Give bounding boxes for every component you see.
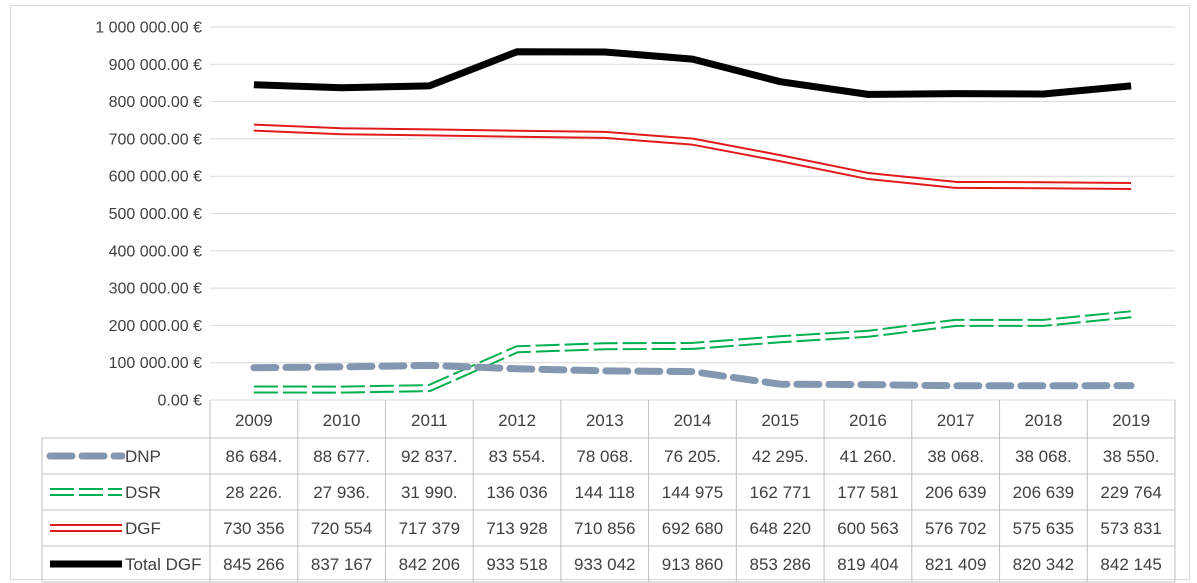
x-tick-label: 2016 [849,411,887,430]
table-cell-dsr: 206 639 [1013,483,1074,502]
y-tick-label: 100 000.00 € [109,355,203,372]
table-cell-total-dgf: 819 404 [837,555,898,574]
table-cell-dgf: 717 379 [399,519,460,538]
table-cell-dsr: 177 581 [837,483,898,502]
table-cell-dnp: 76 205. [664,447,721,466]
x-tick-label: 2015 [761,411,799,430]
x-tick-label: 2012 [498,411,536,430]
table-cell-dnp: 78 068. [576,447,633,466]
table-cell-dnp: 92 837. [401,447,458,466]
table-cell-dsr: 28 226. [225,483,282,502]
table-cell-dnp: 88 677. [313,447,370,466]
table-cell-total-dgf: 842 206 [399,555,460,574]
y-tick-label: 500 000.00 € [109,206,203,223]
x-tick-label: 2011 [411,411,448,430]
y-tick-label: 400 000.00 € [109,243,203,260]
legend-label-dsr: DSR [125,483,161,502]
table-cell-dsr: 136 036 [486,483,547,502]
table-cell-dgf: 648 220 [750,519,811,538]
table-cell-dgf: 575 635 [1013,519,1074,538]
table-cell-dgf: 692 680 [662,519,723,538]
table-cell-dgf: 710 856 [574,519,635,538]
table-cell-dsr: 229 764 [1100,483,1161,502]
table-cell-total-dgf: 913 860 [662,555,723,574]
chart-frame [10,5,1190,580]
y-tick-label: 700 000.00 € [109,131,203,148]
y-tick-label: 200 000.00 € [109,318,203,335]
legend-label-total-dgf: Total DGF [125,555,202,574]
series-line-dsr-inner [253,312,1132,392]
x-tick-label: 2018 [1024,411,1062,430]
table-cell-dnp: 38 550. [1103,447,1160,466]
table-cell-total-dgf: 842 145 [1100,555,1161,574]
table-cell-total-dgf: 837 167 [311,555,372,574]
y-tick-label: 800 000.00 € [109,94,203,111]
x-tick-label: 2013 [586,411,624,430]
x-tick-label: 2019 [1112,411,1150,430]
legend-label-dnp: DNP [125,447,161,466]
table-cell-total-dgf: 845 266 [223,555,284,574]
table-cell-dnp: 86 684. [225,447,282,466]
table-cell-dnp: 38 068. [927,447,984,466]
series-line-dgf-inner [253,125,1132,188]
table-cell-dnp: 41 260. [840,447,897,466]
table-cell-total-dgf: 853 286 [750,555,811,574]
table-cell-dsr: 144 975 [662,483,723,502]
series-line-total-dgf [253,48,1132,98]
y-tick-label: 1 000 000.00 € [95,20,202,37]
table-cell-dgf: 573 831 [1100,519,1161,538]
x-tick-label: 2010 [323,411,361,430]
table-cell-dgf: 713 928 [486,519,547,538]
table-cell-dnp: 38 068. [1015,447,1072,466]
y-tick-label: 300 000.00 € [109,281,203,298]
table-cell-dsr: 206 639 [925,483,986,502]
x-tick-label: 2014 [674,411,712,430]
table-cell-dgf: 730 356 [223,519,284,538]
table-cell-dsr: 162 771 [750,483,811,502]
series-line-dnp [250,361,1135,390]
table-cell-dnp: 83 554. [489,447,546,466]
x-tick-label: 2009 [235,411,273,430]
table-cell-total-dgf: 933 042 [574,555,635,574]
y-tick-label: 900 000.00 € [109,57,203,74]
table-cell-dgf: 600 563 [837,519,898,538]
table-cell-dsr: 144 118 [575,483,635,502]
table-cell-total-dgf: 821 409 [925,555,986,574]
table-cell-total-dgf: 933 518 [486,555,547,574]
x-tick-label: 2017 [937,411,975,430]
table-cell-dgf: 576 702 [925,519,986,538]
y-tick-label: 0.00 € [158,393,203,410]
table-cell-dgf: 720 554 [311,519,372,538]
series-line-dgf [253,123,1132,190]
y-tick-label: 600 000.00 € [109,169,203,186]
table-cell-total-dgf: 820 342 [1013,555,1074,574]
table-cell-dnp: 42 295. [752,447,809,466]
legend-label-dgf: DGF [125,519,161,538]
table-cell-dsr: 27 936. [313,483,370,502]
table-cell-dsr: 31 990. [401,483,458,502]
